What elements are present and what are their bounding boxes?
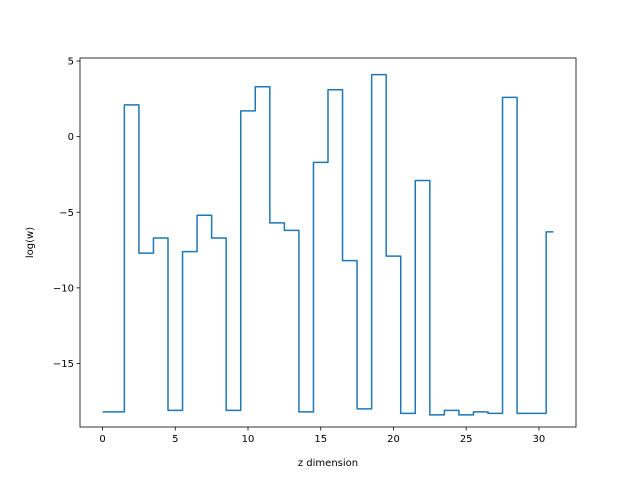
plot-area — [79, 57, 577, 428]
x-tick-label: 20 — [387, 434, 400, 445]
x-tick-label: 30 — [533, 434, 546, 445]
y-axis-ticks: 5 0 −5 −10 −15 — [53, 57, 80, 370]
y-axis-label: log(w) — [25, 227, 36, 258]
y-tick-label: 5 — [68, 57, 74, 68]
x-tick-label: 0 — [99, 434, 105, 445]
y-tick-label: −15 — [53, 359, 74, 370]
x-tick-label: 15 — [314, 434, 327, 445]
x-axis-ticks: 0 5 10 15 20 25 30 — [99, 427, 545, 445]
x-tick-label: 25 — [460, 434, 473, 445]
axes-frame — [79, 57, 577, 428]
series-line — [102, 73, 554, 416]
x-axis-label: z dimension — [298, 458, 358, 469]
x-tick-label: 10 — [242, 434, 255, 445]
y-tick-label: −10 — [53, 283, 74, 294]
x-tick-label: 5 — [172, 434, 178, 445]
y-tick-label: −5 — [59, 208, 74, 219]
y-tick-label: 0 — [68, 132, 74, 143]
